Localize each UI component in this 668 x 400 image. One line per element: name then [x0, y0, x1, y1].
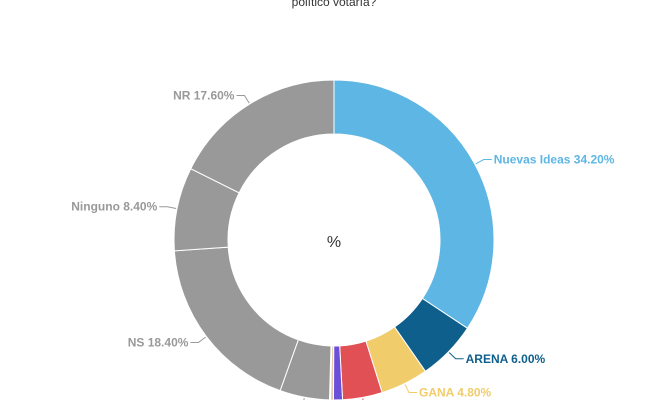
leader-line-arena — [448, 352, 464, 360]
slice-label-gana: GANA 4.80% — [419, 386, 492, 400]
slice-nr — [190, 79, 335, 194]
slice-label-ninguno: Ninguno 8.40% — [71, 200, 157, 214]
slice-label-arena: ARENA 6.00% — [466, 352, 546, 366]
slice-label-nuevas-ideas: Nuevas Ideas 34.20% — [494, 153, 615, 167]
leader-line-ninguno — [159, 206, 177, 209]
leader-line-ns — [190, 336, 206, 344]
leader-line-nr — [236, 94, 250, 104]
slice-nuevas-ideas — [333, 79, 495, 329]
leader-line-gana — [404, 384, 417, 394]
slice-label-ns: NS 18.40% — [128, 336, 189, 350]
slice-label-nr: NR 17.60% — [173, 88, 235, 102]
slice-labels: Nuevas Ideas 34.20% ARENA 6.00% GANA 4.80%… — [71, 88, 615, 400]
slice-ns — [173, 246, 299, 392]
donut-slices — [173, 79, 495, 400]
label-leader-lines — [159, 94, 492, 400]
leader-line-nuevas-ideas — [475, 159, 492, 165]
center-label: % — [327, 234, 341, 251]
chart-title: político votaría? — [292, 0, 377, 9]
